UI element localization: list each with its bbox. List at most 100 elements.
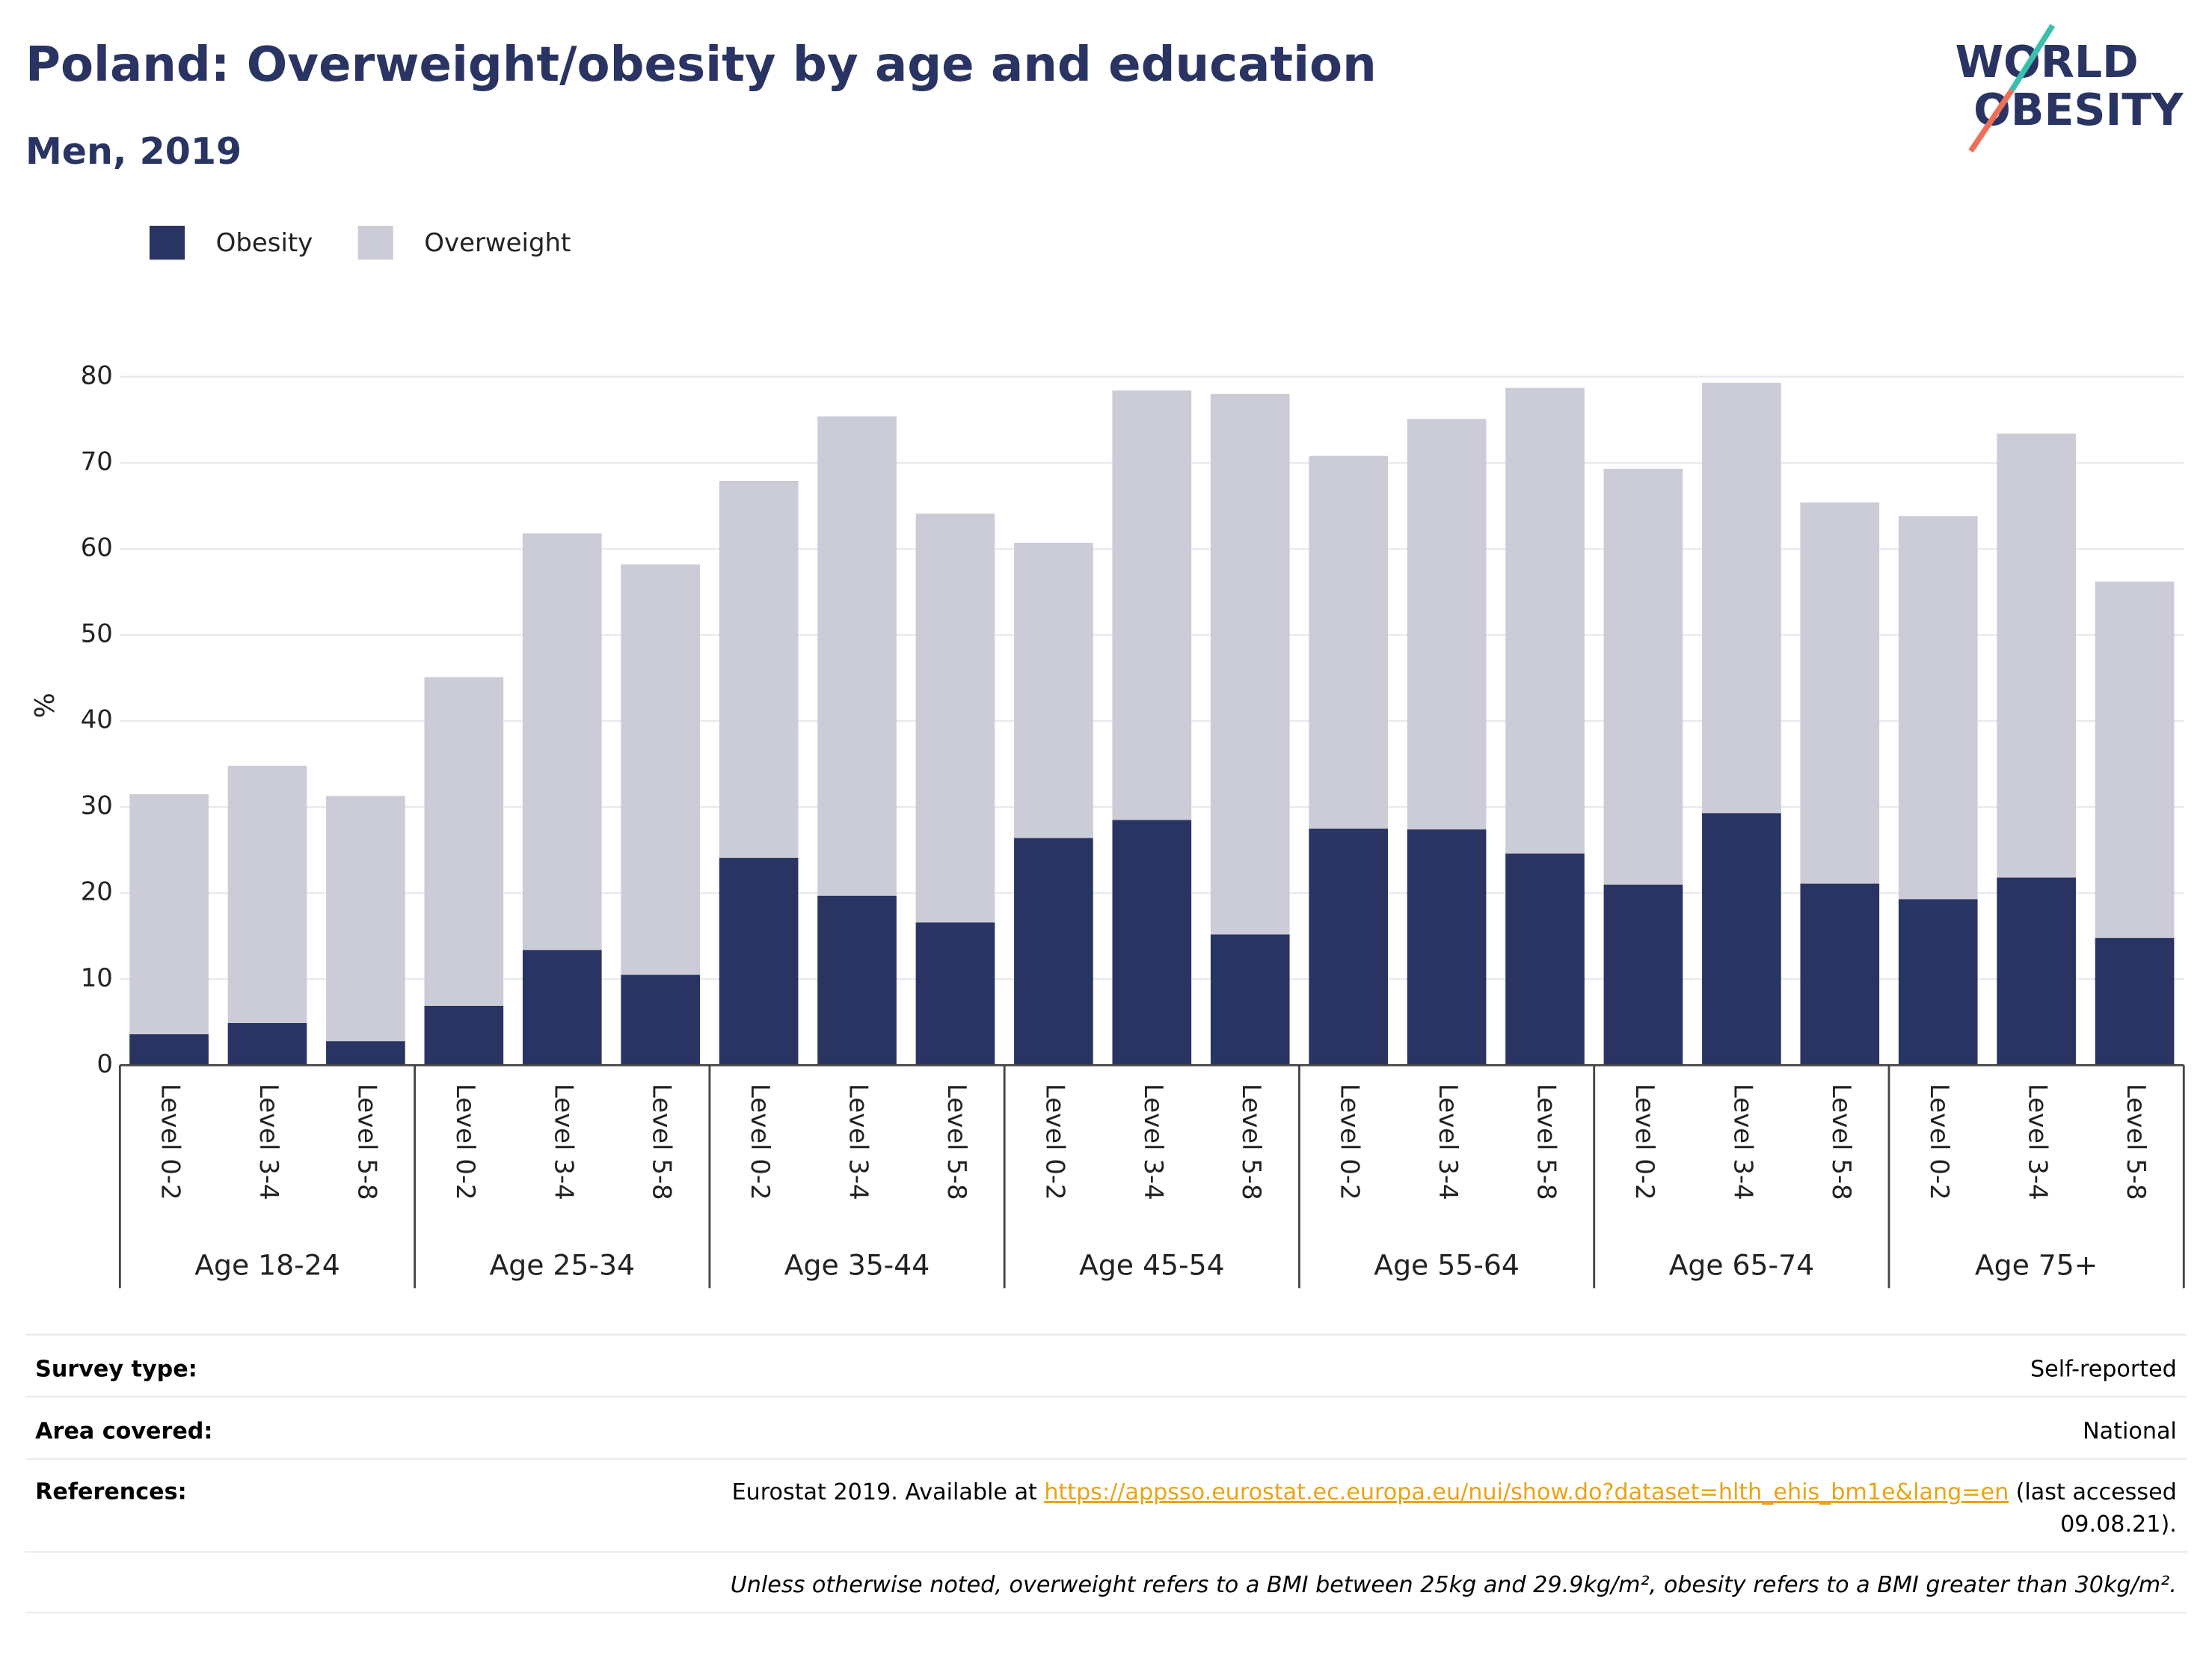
footnote: Unless otherwise noted, overweight refer… [731,1572,2177,1598]
bar-segment [129,1034,209,1066]
info-table: Survey type: Self-reported Area covered:… [25,1333,2187,1614]
logo: WORLD OBESITY [1956,24,2184,153]
group-label: Age 35-44 [784,1249,930,1282]
row-label: Area covered: [35,1418,212,1444]
y-tick-label: 30 [81,791,113,821]
group-label: Age 25-34 [489,1249,635,1282]
row-label: References: [35,1479,186,1505]
x-tick-label: Level 0-2 [1629,1084,1659,1200]
bar-segment [621,974,701,1066]
group-label: Age 45-54 [1079,1249,1225,1282]
x-tick-label: Level 3-4 [254,1084,283,1200]
bar-segment [915,922,995,1066]
x-tick-label: Level 5-8 [941,1084,971,1200]
x-tick-label: Level 3-4 [548,1084,578,1200]
x-tick-label: Level 3-4 [1433,1084,1463,1200]
x-tick-label: Level 0-2 [156,1084,185,1200]
bar-segment [1407,829,1487,1066]
bar-segment [1505,387,1585,854]
reference-note: 09.08.21). [2060,1511,2177,1538]
bar-segment [1309,828,1388,1066]
bar-segment [2095,938,2175,1066]
reference: Eurostat 2019. Available at https://appss… [732,1479,2177,1505]
bar-segment [1112,820,1192,1066]
x-tick-label: Level 5-8 [1826,1084,1856,1200]
bar-segment [522,533,602,951]
bar-segment [621,564,701,975]
chart-title: Poland: Overweight/obesity by age and ed… [25,37,1377,93]
bar-segment [1210,393,1290,935]
x-tick-label: Level 5-8 [351,1084,381,1200]
legend-swatch [357,225,393,260]
x-tick-label: Level 0-2 [1335,1084,1365,1200]
bar-segment [915,513,995,923]
bar-segment [1702,382,1781,814]
x-tick-label: Level 0-2 [745,1084,775,1200]
row-value: Self-reported [2030,1356,2177,1382]
x-tick-label: Level 0-2 [1924,1084,1954,1200]
y-axis-label: % [30,693,61,718]
bar-segment [1014,542,1093,838]
bar-segment [522,950,602,1066]
bar-segment [2095,581,2175,939]
bar-segment [817,895,897,1066]
bar-segment [424,1005,504,1066]
bar-segment [817,416,897,896]
logo-slash [2009,24,2056,92]
bar-segment [1603,884,1683,1066]
legend-label: Obesity [216,228,313,258]
x-tick-label: Level 5-8 [2121,1084,2151,1200]
x-tick-label: Level 0-2 [1039,1084,1069,1200]
reference-text: Eurostat 2019. Available at [732,1479,1037,1505]
chart-subtitle: Men, 2019 [25,129,242,173]
logo-slash [1968,88,2015,153]
bar-segment [424,677,504,1006]
x-tick-label: Level 0-2 [450,1084,480,1200]
bar-segment [1210,934,1290,1066]
x-tick-label: Level 5-8 [1531,1084,1561,1200]
bar-segment [326,1041,405,1066]
y-tick-label: 40 [81,705,113,735]
bar-segment [1800,502,1880,884]
x-tick-label: Level 3-4 [844,1084,873,1200]
logo-text: WORLD [1956,37,2139,87]
bar-segment [1997,877,2076,1066]
x-tick-label: Level 3-4 [1727,1084,1757,1200]
logo-text: OBESITY [1973,85,2184,135]
bar-segment [1997,433,2076,878]
group-label: Age 65-74 [1669,1249,1815,1282]
group-label: Age 18-24 [194,1249,340,1282]
bar-segment [129,793,209,1034]
x-tick-label: Level 3-4 [2023,1084,2053,1200]
bar-segment [1014,838,1093,1066]
reference-note: (last accessed [2016,1479,2177,1505]
y-tick-label: 50 [81,618,113,648]
y-tick-label: 20 [81,877,113,907]
bar-segment [1898,516,1978,900]
group-label: Age 75+ [1975,1249,2098,1282]
bar-segment [1702,813,1781,1066]
y-tick-label: 60 [81,532,113,562]
x-tick-label: Level 5-8 [647,1084,677,1200]
bar-segment [1505,853,1585,1066]
y-tick-label: 70 [81,446,113,476]
bar-segment [1800,883,1880,1066]
bar-segment [1603,468,1683,885]
y-tick-label: 0 [96,1049,113,1079]
group-label: Age 55-64 [1374,1249,1520,1282]
bar-segment [227,1022,307,1066]
x-tick-label: Level 3-4 [1138,1084,1168,1200]
legend-label: Overweight [424,228,571,258]
reference-link[interactable]: https://appsso.eurostat.ec.europa.eu/nui… [1044,1479,2009,1505]
x-tick-label: Level 5-8 [1236,1084,1266,1200]
y-tick-label: 80 [81,360,113,390]
bar-segment [719,858,799,1066]
bar-segment [1898,899,1978,1066]
bar-segment [719,481,799,859]
bar-segment [1112,390,1192,820]
row-label: Survey type: [35,1356,197,1382]
bar-segment [326,796,405,1042]
row-value: National [2083,1418,2177,1444]
bar-segment [1309,455,1388,829]
